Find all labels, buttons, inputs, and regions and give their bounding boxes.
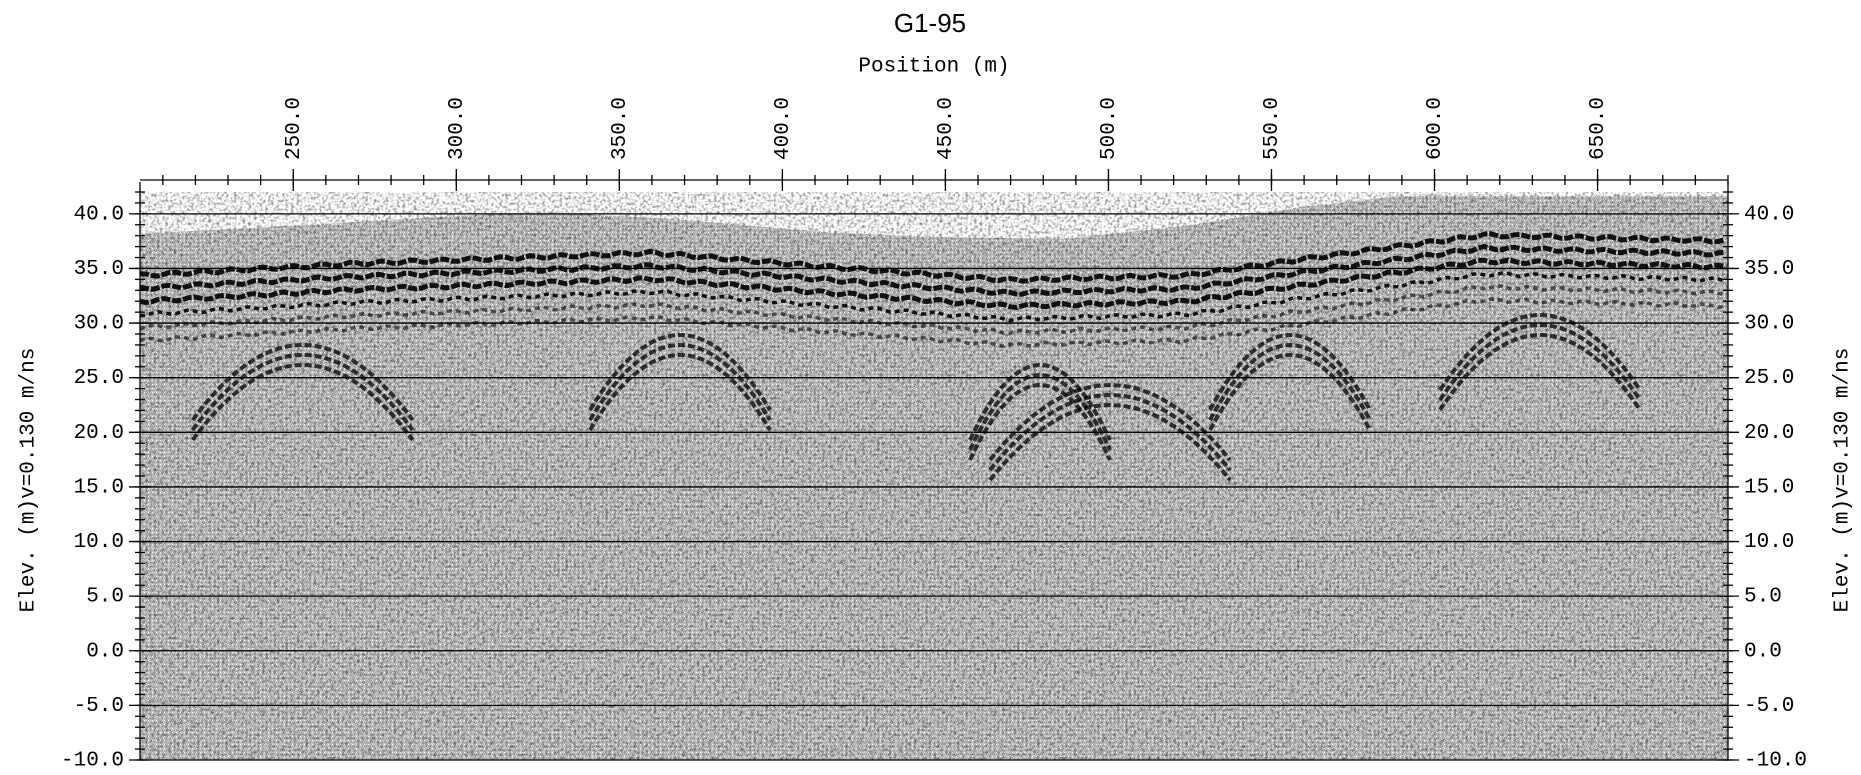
y2-tick-label: 0.0: [1744, 640, 1782, 663]
axes: 250.0 300.0 350.0 400.0 450.0 500.0 550.0 600.0…: [61, 97, 1807, 773]
y-tick-label: 5.0: [86, 586, 124, 609]
y2-tick-label: 35.0: [1744, 258, 1794, 281]
diffraction: [988, 393, 1232, 472]
y2-tick-label: -5.0: [1744, 695, 1794, 718]
y2-tick-label: 30.0: [1744, 313, 1794, 336]
diffraction: [191, 343, 415, 422]
y2-tick-label: 10.0: [1744, 531, 1794, 554]
diffraction: [588, 333, 772, 412]
diffraction: [1438, 313, 1642, 392]
x-tick-label: 450.0: [935, 97, 958, 160]
y2-tick-label: 5.0: [1744, 586, 1782, 609]
reflection-band: [140, 243, 1725, 297]
diffraction: [968, 373, 1112, 451]
y2-tick-label: 25.0: [1744, 367, 1794, 390]
y-tick-label: 0.0: [86, 640, 124, 663]
x-tick-label: 550.0: [1261, 97, 1284, 160]
y2-tick-label: -10.0: [1744, 750, 1807, 773]
reflection-band: [140, 297, 1725, 348]
chart-title: G1-95: [894, 8, 966, 38]
y-tick-label: 40.0: [74, 203, 124, 226]
y2-axis-label: Elev. (m)v=0.130 m/ns: [1832, 348, 1855, 613]
diffraction: [1438, 323, 1642, 402]
diffraction: [968, 383, 1112, 461]
y2-tick-label: 40.0: [1744, 203, 1794, 226]
diffraction: [191, 353, 415, 432]
y2-tick-label: 20.0: [1744, 422, 1794, 445]
diffraction: [1208, 333, 1372, 411]
radargram: [140, 192, 1728, 760]
diffraction: [988, 383, 1232, 462]
diffraction: [968, 363, 1112, 441]
x-axis-label: Position (m): [858, 56, 1009, 79]
reflection-band: [140, 284, 1725, 336]
diffraction: [588, 343, 772, 422]
diffraction: [1438, 333, 1642, 412]
diffraction: [1208, 353, 1372, 431]
y-tick-label: 35.0: [74, 258, 124, 281]
x-tick-label: 400.0: [772, 97, 795, 160]
diffraction: [988, 403, 1232, 482]
y-tick-label: 25.0: [74, 367, 124, 390]
y-tick-label: -5.0: [74, 695, 124, 718]
x-tick-label: 650.0: [1587, 97, 1610, 160]
x-tick-label: 250.0: [283, 97, 306, 160]
y-tick-label: 10.0: [74, 531, 124, 554]
diffraction: [1208, 343, 1372, 421]
y-tick-label: 20.0: [74, 422, 124, 445]
diffraction: [588, 353, 772, 432]
x-tick-label: 600.0: [1424, 97, 1447, 160]
x-tick-label: 500.0: [1098, 97, 1121, 160]
y2-tick-label: 15.0: [1744, 476, 1794, 499]
reflection-band: [140, 271, 1725, 323]
y-tick-label: -10.0: [61, 750, 124, 773]
x-tick-label: 350.0: [609, 97, 632, 160]
reflection-band: [140, 231, 1725, 284]
y-tick-label: 15.0: [74, 476, 124, 499]
reflection-band: [140, 257, 1725, 311]
diffraction: [191, 363, 415, 442]
x-tick-label: 300.0: [446, 97, 469, 160]
y-tick-label: 30.0: [74, 313, 124, 336]
y-axis-label: Elev. (m)v=0.130 m/ns: [18, 348, 41, 613]
